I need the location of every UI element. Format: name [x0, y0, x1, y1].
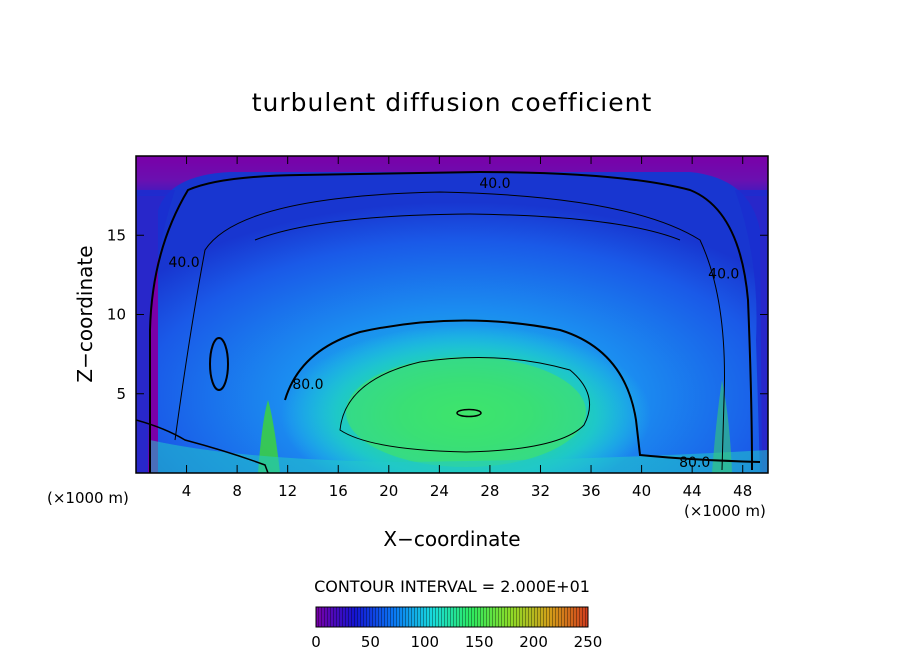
- colorbar-tick-label: 250: [574, 633, 603, 651]
- contour-left-cell: [209, 337, 229, 391]
- contour-label: 80.0: [292, 377, 323, 393]
- colorbar-frame: [315, 606, 589, 628]
- x-unit-right: (×1000 m): [684, 502, 766, 520]
- x-axis-label: X−coordinate: [383, 527, 520, 551]
- contour-lines: [136, 170, 761, 473]
- y-tick-label: 10: [107, 306, 126, 324]
- contour-60: [174, 191, 725, 471]
- contour-labels: 40.0 40.0 40.0 80.0 80.0: [168, 176, 739, 471]
- x-tick-label: 44: [683, 482, 702, 500]
- contour-40-outer: [149, 170, 753, 473]
- heatmap-left-plume: [258, 400, 280, 473]
- heatmap-bottom-band: [150, 440, 768, 473]
- y-tick-label: 5: [116, 385, 126, 403]
- y-tick-label: 15: [107, 226, 126, 244]
- x-tick-label: 48: [733, 482, 752, 500]
- contour-label: 40.0: [708, 266, 739, 282]
- contour-label: 40.0: [479, 176, 510, 192]
- x-unit-left: (×1000 m): [47, 489, 129, 507]
- heatmap-right-plume: [712, 380, 732, 473]
- x-tick-label: 4: [182, 482, 192, 500]
- x-tick-label: 24: [430, 482, 449, 500]
- contour-100: [339, 357, 591, 453]
- chart-title: turbulent diffusion coefficient: [252, 88, 653, 117]
- x-tick-label: 8: [232, 482, 242, 500]
- x-tick-label: 32: [531, 482, 550, 500]
- heatmap-field: [136, 156, 768, 473]
- contour-label: 80.0: [679, 455, 710, 471]
- contour-80: [284, 319, 761, 463]
- x-tick-label: 36: [581, 482, 600, 500]
- x-tick-label: 20: [379, 482, 398, 500]
- colorbar-tick-label: 100: [410, 633, 439, 651]
- y-axis-label: Z−coordinate: [73, 245, 97, 382]
- colorbar-tick-label: 50: [361, 633, 380, 651]
- contour-label: 40.0: [168, 255, 199, 271]
- x-tick-label: 40: [632, 482, 651, 500]
- contour-60-inner: [254, 213, 681, 241]
- x-tick-label: 28: [480, 482, 499, 500]
- x-axis: 4 8 12 16 20 24 28 32 36 40 44 48: [182, 156, 752, 500]
- contour-interval-text: CONTOUR INTERVAL = 2.000E+01: [314, 577, 590, 596]
- colorbar-tick-label: 0: [311, 633, 321, 651]
- heatmap-core-inner: [346, 357, 586, 467]
- colorbar-tick-label: 200: [519, 633, 548, 651]
- x-tick-label: 16: [329, 482, 348, 500]
- colorbar: 0 50 100 150 200 250: [311, 606, 602, 651]
- heatmap-left-edge: [136, 190, 175, 473]
- contour-lower-left: [136, 419, 269, 473]
- colorbar-ticks: 0 50 100 150 200 250: [311, 633, 602, 651]
- x-tick-label: 12: [278, 482, 297, 500]
- heatmap-right-edge: [735, 190, 768, 473]
- contour-120: [456, 408, 482, 418]
- colorbar-tick-label: 150: [465, 633, 494, 651]
- colorbar-stripes: [316, 607, 588, 627]
- y-axis: 5 10 15: [107, 226, 768, 403]
